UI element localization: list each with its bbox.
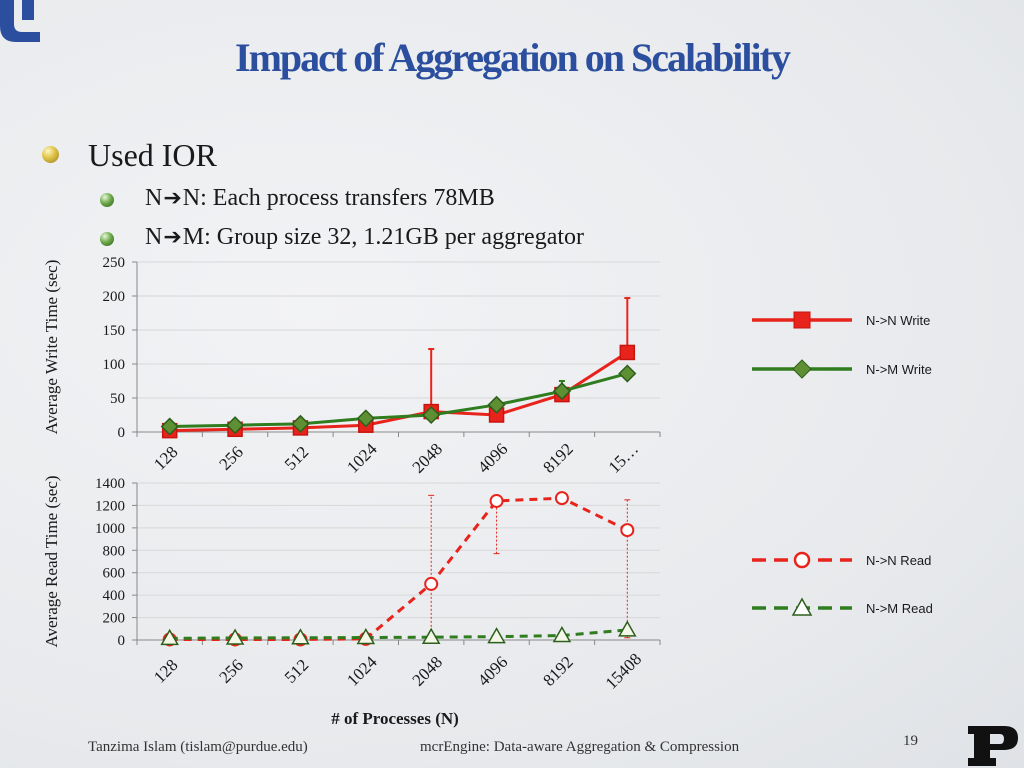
legend-marker <box>792 359 812 379</box>
purdue-p-logo <box>968 726 1018 766</box>
data-point <box>226 416 245 435</box>
data-point <box>619 344 636 361</box>
data-point <box>160 417 179 436</box>
corner-logo <box>0 0 40 42</box>
x-tick-label: 8192 <box>539 652 576 689</box>
y-axis-label: Average Read Time (sec) <box>42 476 61 648</box>
footer-author: Tanzima Islam (tislam@purdue.edu) <box>88 739 308 755</box>
y-tick-label: 100 <box>103 357 126 373</box>
y-tick-label: 250 <box>103 255 126 271</box>
x-tick-label: 256 <box>215 442 246 473</box>
series-line-N->M Read <box>169 628 628 640</box>
data-point <box>160 628 179 646</box>
gold-bullet-icon <box>42 146 59 163</box>
legend-label: N->M Read <box>866 601 933 616</box>
data-point <box>487 627 506 644</box>
series-line-N->N Read <box>169 496 628 641</box>
bullet-text: Used IOR <box>88 137 217 173</box>
legend-label: N->M Write <box>866 362 932 377</box>
data-point <box>618 620 637 637</box>
data-point <box>421 627 441 644</box>
data-point <box>356 409 375 428</box>
x-tick-label: 512 <box>281 655 312 686</box>
data-point <box>422 405 441 425</box>
page-number: 19 <box>903 733 918 749</box>
y-axis-label: Average Write Time (sec) <box>42 260 61 435</box>
right-arrow-icon: ➔ <box>163 185 182 210</box>
legend-marker <box>793 311 811 329</box>
y-tick-label: 200 <box>103 611 126 627</box>
data-point <box>618 364 637 383</box>
data-point <box>291 628 310 645</box>
data-point <box>554 491 569 506</box>
series-line-N->N Write <box>169 351 629 433</box>
y-tick-label: 200 <box>103 289 126 305</box>
data-point <box>291 414 310 433</box>
y-tick-label: 0 <box>118 425 126 441</box>
x-tick-label: 128 <box>150 442 181 473</box>
x-tick-label: 2048 <box>409 439 446 476</box>
y-tick-label: 1400 <box>95 476 125 492</box>
x-axis-label: # of Processes (N) <box>331 709 459 728</box>
data-point <box>489 493 504 508</box>
x-tick-label: 256 <box>215 655 246 686</box>
green-bullet-icon <box>100 232 114 246</box>
y-tick-label: 1200 <box>95 498 125 514</box>
green-bullet-icon <box>100 193 114 207</box>
x-tick-label: 1024 <box>343 652 381 690</box>
chart-1: 0 200 400 600 800 1000 1200 1400 128 256 512 1024 20… <box>42 476 933 693</box>
right-arrow-icon: ➔ <box>163 224 182 249</box>
data-point <box>356 628 376 645</box>
sub-bullet-text: N➔M: Group size 32, 1.21GB per aggregato… <box>145 224 585 250</box>
x-tick-label: 4096 <box>474 439 511 476</box>
data-point <box>487 395 506 414</box>
x-tick-label: 15… <box>605 439 642 476</box>
x-tick-label: 128 <box>150 655 181 686</box>
legend-marker <box>791 597 813 616</box>
x-tick-label: 8192 <box>539 439 576 476</box>
y-tick-label: 400 <box>103 588 126 604</box>
data-point <box>620 523 635 538</box>
y-tick-label: 0 <box>118 633 126 649</box>
data-point <box>552 382 571 401</box>
y-tick-label: 150 <box>103 323 126 339</box>
x-tick-label: 1024 <box>343 439 381 477</box>
x-tick-label: 15408 <box>602 649 645 692</box>
legend-label: N->N Write <box>866 313 930 328</box>
sub-bullet-text: N➔N: Each process transfers 78MB <box>145 185 495 211</box>
x-tick-label: 512 <box>281 442 312 473</box>
series-line-N->M Write <box>169 372 628 429</box>
y-tick-label: 1000 <box>95 521 125 537</box>
y-tick-label: 800 <box>103 543 126 559</box>
x-tick-label: 4096 <box>474 652 511 689</box>
legend-marker <box>793 551 811 569</box>
data-point <box>552 626 572 643</box>
data-point <box>225 628 245 645</box>
legend-label: N->N Read <box>866 553 931 568</box>
slide-title: Impact of Aggregation on Scalability <box>235 35 791 80</box>
footer-title: mcrEngine: Data-aware Aggregation & Comp… <box>420 739 740 755</box>
x-tick-label: 2048 <box>409 652 446 689</box>
y-tick-label: 600 <box>103 566 126 582</box>
data-point <box>424 576 439 591</box>
chart-0: 0 50 100 150 200 250 128 256 512 1024 2048 4096 8192… <box>42 255 932 477</box>
y-tick-label: 50 <box>110 391 125 407</box>
